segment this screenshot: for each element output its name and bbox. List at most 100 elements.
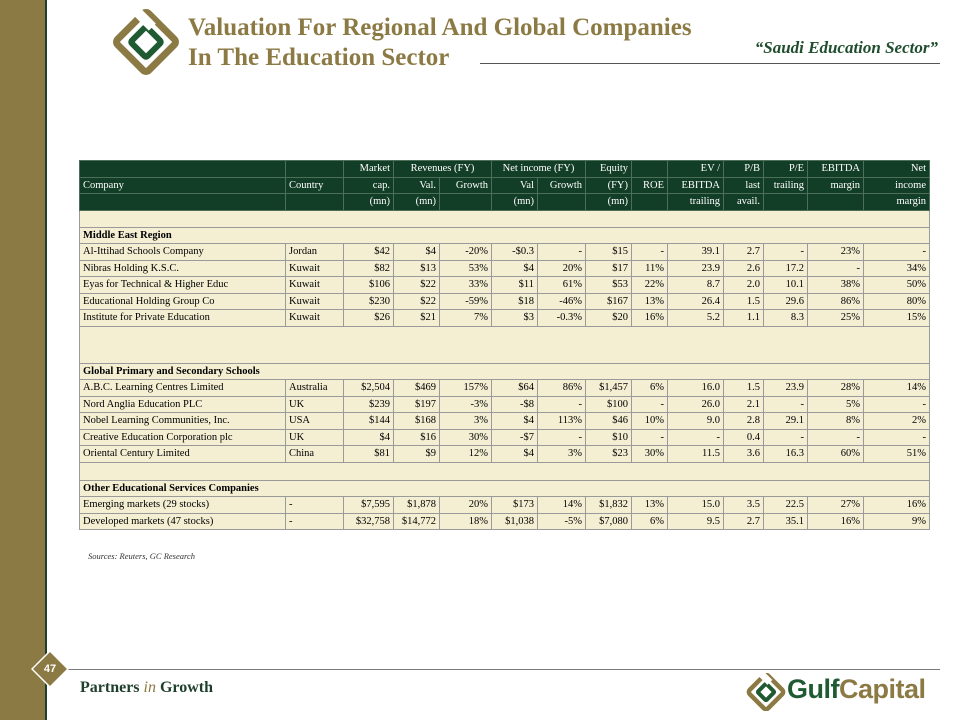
header-cell: Net [863,160,931,178]
value-cell: $22 [393,276,440,294]
value-cell: -59% [439,292,492,310]
value-cell: - [536,428,587,446]
sector-tag: “Saudi Education Sector” [754,38,938,57]
value-cell: 86% [536,379,587,397]
value-cell: -3% [439,395,492,413]
spacer-row [78,325,931,364]
value-cell: $10 [585,428,633,446]
value-cell: $7,595 [343,496,394,514]
spacer-cell [78,209,931,228]
value-cell: 16.0 [667,379,725,397]
value-cell: $100 [585,395,633,413]
page-title-line2: In The Education Sector [188,44,450,71]
table-row: Educational Holding Group Co Kuwait $230 $2… [79,292,931,310]
value-cell: $4 [491,445,538,463]
value-cell: 22% [631,276,669,294]
header-cell: P/B [723,160,765,178]
header-cell: margin [863,193,931,211]
company-cell: Nord Anglia Education PLC [79,395,286,413]
value-cell: $13 [393,259,440,277]
country-cell: USA [285,412,344,430]
country-cell: Kuwait [285,292,344,310]
spacer-cell [78,325,931,364]
value-cell: $4 [491,259,538,277]
value-cell: $22 [393,292,440,310]
value-cell: $168 [393,412,440,430]
header-cell: (mn) [393,193,440,211]
value-cell: 2.8 [723,412,765,430]
section-header-row: Middle East Region [78,226,931,244]
header-cell: cap. [343,176,394,194]
value-cell: 6% [631,512,669,530]
value-cell: $21 [393,309,440,327]
value-cell: $106 [343,276,394,294]
value-cell: 33% [439,276,492,294]
value-cell: - [807,428,865,446]
company-cell: Oriental Century Limited [79,445,286,463]
value-cell: 15.0 [667,496,725,514]
value-cell: - [631,243,669,261]
value-cell: 35.1 [763,512,809,530]
table-row: Nobel Learning Communities, Inc. USA $144 $… [79,412,931,430]
value-cell: $64 [491,379,538,397]
value-cell: 30% [439,428,492,446]
tagline-in: in [143,679,156,696]
left-gold-bar [0,0,45,720]
table-row: Creative Education Corporation plc UK $4 $1… [79,428,931,446]
value-cell: $4 [393,243,440,261]
value-cell: 25% [807,309,865,327]
value-cell: 1.5 [723,379,765,397]
sources-note: Sources: Reuters, GC Research [88,551,196,561]
value-cell: -$8 [491,395,538,413]
value-cell: 9% [863,512,931,530]
footer-tagline: Partners in Growth [80,679,213,697]
value-cell: 11% [631,259,669,277]
country-cell: Kuwait [285,309,344,327]
page-number: 47 [43,663,57,675]
value-cell: - [631,428,669,446]
header-cell: trailing [763,176,809,194]
spacer-cell [78,461,931,481]
header-cell [285,160,344,178]
value-cell: 5.2 [667,309,725,327]
table-row: Institute for Private Education Kuwait $26… [79,309,931,327]
value-cell: 13% [631,496,669,514]
header-cell [285,193,344,211]
value-cell: $16 [393,428,440,446]
value-cell: - [763,428,809,446]
value-cell: $469 [393,379,440,397]
value-cell: $26 [343,309,394,327]
country-cell: - [285,496,344,514]
value-cell: 7% [439,309,492,327]
header-cell [807,193,865,211]
header-cell: Growth [536,176,587,194]
value-cell: $173 [491,496,538,514]
value-cell: $42 [343,243,394,261]
value-cell: 39.1 [667,243,725,261]
value-cell: $23 [585,445,633,463]
value-cell: 11.5 [667,445,725,463]
value-cell: 2.6 [723,259,765,277]
value-cell: 6% [631,379,669,397]
value-cell: $18 [491,292,538,310]
value-cell: 12% [439,445,492,463]
section-header-row: Other Educational Services Companies [78,479,931,497]
value-cell: 22.5 [763,496,809,514]
value-cell: 113% [536,412,587,430]
value-cell: $197 [393,395,440,413]
value-cell: 10.1 [763,276,809,294]
value-cell: $144 [343,412,394,430]
value-cell: $53 [585,276,633,294]
value-cell: 8% [807,412,865,430]
value-cell: $2,504 [343,379,394,397]
gulf-capital-logo-icon [746,673,786,711]
value-cell: 86% [807,292,865,310]
header-cell: EBITDA [807,160,865,178]
value-cell: $46 [585,412,633,430]
header-cell: Revenues (FY) [393,160,492,178]
section-title: Other Educational Services Companies [78,479,931,497]
country-cell: Jordan [285,243,344,261]
header-cell: Net income (FY) [490,160,587,178]
value-cell: $7,080 [585,512,633,530]
header-cell: Val. [393,176,440,194]
